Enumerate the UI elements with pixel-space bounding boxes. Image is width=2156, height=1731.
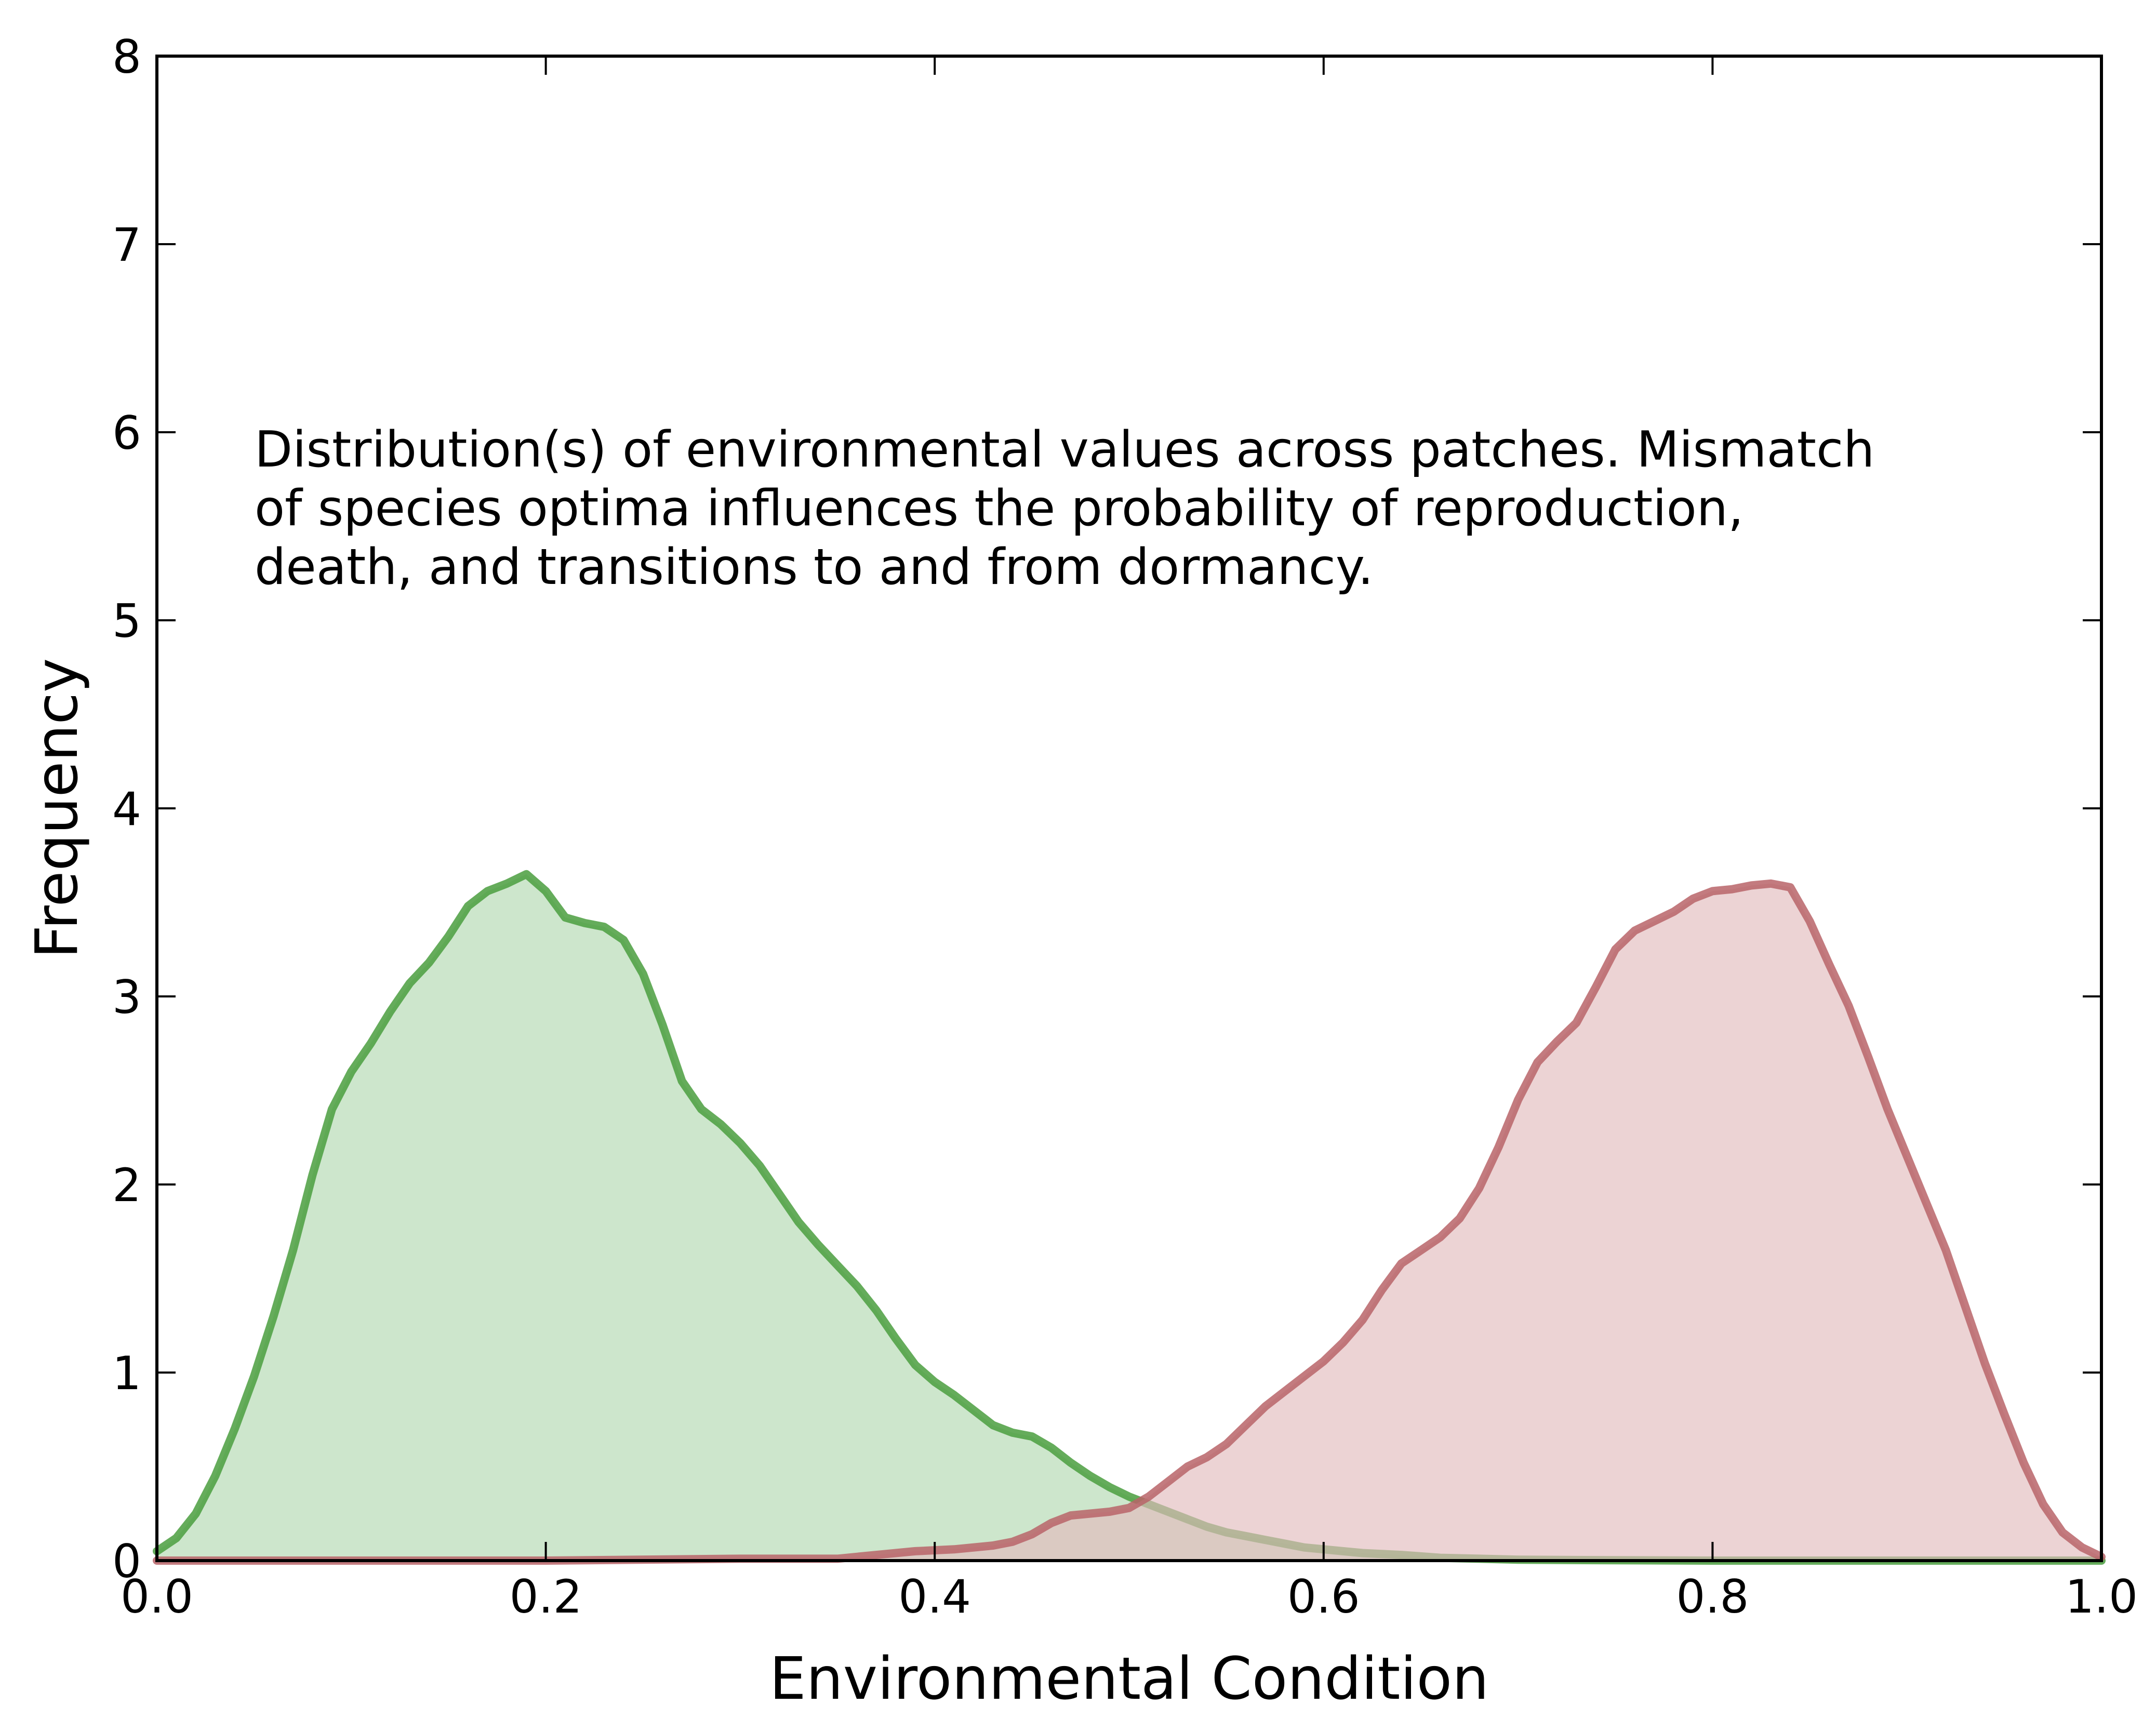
x-tick-label: 0.8 xyxy=(1676,1570,1749,1623)
ticks-layer: 0.0 0.2 0.4 0.6 0.8 1.0 0 1 2 3 4 5 6 7 8 xyxy=(112,30,2138,1623)
series-2-area xyxy=(157,883,2101,1561)
annotation-line: Distribution(s) of environmental values … xyxy=(255,421,1874,478)
x-tick-label: 0.6 xyxy=(1287,1570,1360,1623)
y-tick-label: 2 xyxy=(112,1159,141,1212)
x-tick-label: 0.2 xyxy=(510,1570,582,1623)
annotation-line: of species optima influences the probabi… xyxy=(255,480,1744,537)
y-tick-label: 5 xyxy=(112,594,141,648)
y-axis-label: Frequency xyxy=(23,658,91,959)
annotation-text: Distribution(s) of environmental values … xyxy=(255,421,1874,596)
y-tick-label: 6 xyxy=(112,406,141,460)
y-tick-label: 7 xyxy=(112,218,141,272)
x-tick-label: 0.4 xyxy=(898,1570,971,1623)
y-tick-label: 3 xyxy=(112,970,141,1024)
annotation-line: death, and transitions to and from dorma… xyxy=(255,539,1374,596)
y-tick-label: 0 xyxy=(112,1535,141,1588)
x-axis-label: Environmental Condition xyxy=(769,1645,1489,1713)
series-layer xyxy=(153,870,2106,1565)
y-tick-label: 1 xyxy=(112,1347,141,1400)
y-tick-label: 4 xyxy=(112,782,141,836)
x-tick-label: 1.0 xyxy=(2065,1570,2138,1623)
series-2-line xyxy=(153,879,2106,1565)
y-tick-label: 8 xyxy=(112,30,141,84)
series-1-area xyxy=(157,874,2101,1561)
x-tick-label: 0.0 xyxy=(121,1570,193,1623)
